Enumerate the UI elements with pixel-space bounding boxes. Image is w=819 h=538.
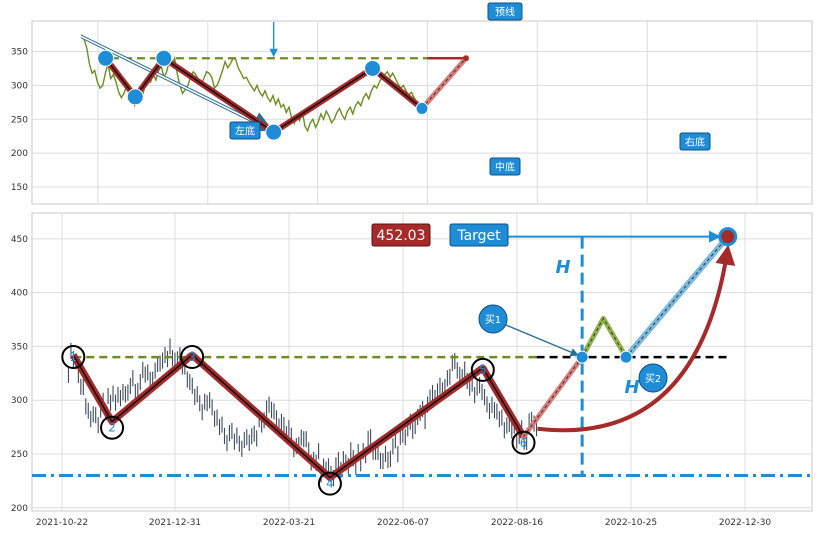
pattern-point-ring xyxy=(511,430,536,455)
bottom-axis-ticks: 2021-10-22 2021-12-31 2022-03-21 2022-06-07… xyxy=(11,235,772,528)
bottom-y-tick-label: 300 xyxy=(11,396,28,406)
pattern-point-ring xyxy=(100,415,125,440)
top-panel: 150 200 250 300 350 xyxy=(11,20,813,205)
top-y-tick-label: 150 xyxy=(11,183,28,193)
bottom-y-tick-label: 250 xyxy=(11,450,28,460)
pattern-point-ring xyxy=(317,471,342,496)
buy-point-1-pointer xyxy=(505,324,579,357)
bottom-y-tick-label: 350 xyxy=(11,342,28,352)
buy-point-2-label: 买2 xyxy=(645,373,661,385)
height-label-upper: H xyxy=(555,257,570,278)
bottom-y-tick-label: 400 xyxy=(11,289,28,299)
bottom-x-tick-label: 2021-12-31 xyxy=(149,518,201,528)
left-bottom-label: 左底 xyxy=(235,125,255,138)
top-pattern-marker xyxy=(155,49,173,67)
bottom-x-tick-label: 2021-10-22 xyxy=(36,518,88,528)
pattern-point-ring xyxy=(470,357,495,382)
target-curve-arrow xyxy=(537,244,736,433)
bottom-x-tick-label: 2022-03-21 xyxy=(263,518,315,528)
top-y-tick-label: 300 xyxy=(11,81,28,91)
top-pattern-marker xyxy=(364,59,382,77)
target-rise-core xyxy=(625,236,729,358)
target-label: Target xyxy=(456,228,501,244)
buy-point-2-callout: 买2 xyxy=(638,363,668,393)
preline-callout: 预线 xyxy=(487,2,523,21)
top-projection-core xyxy=(421,57,467,109)
top-pattern-marker xyxy=(415,101,429,115)
bottom-x-tick-label: 2022-08-16 xyxy=(491,518,544,528)
top-trend-arrow-inner xyxy=(81,35,272,131)
top-marks xyxy=(80,22,469,141)
pattern-point-label: 5 xyxy=(479,363,487,377)
pattern-point-ring xyxy=(180,345,205,370)
bottom-marks: 1 2 3 4 5 6 xyxy=(32,227,812,496)
middle-bottom-label: 中底 xyxy=(495,161,515,174)
pattern-point-ring xyxy=(61,345,86,370)
top-y-tick-label: 250 xyxy=(11,115,28,125)
target-marker xyxy=(718,227,738,247)
top-grid xyxy=(32,21,812,204)
pattern-point-label: 4 xyxy=(326,477,334,491)
top-y-ticks: 150 200 250 300 350 xyxy=(11,48,28,194)
bottom-x-tick-label: 2022-06-07 xyxy=(377,518,429,528)
target-value-label: 452.03 xyxy=(377,228,426,244)
bottom-panel: 2021-10-22 2021-12-31 2022-03-21 2022-06-07… xyxy=(11,212,813,528)
right-bottom-callout: 右底 xyxy=(679,132,711,151)
middle-bottom-callout: 中底 xyxy=(489,157,521,176)
buy-marker xyxy=(619,350,633,364)
left-bottom-callout: 左底 xyxy=(229,121,261,140)
pattern-point-label: 1 xyxy=(69,350,77,364)
bottom-x-tick-label: 2022-12-30 xyxy=(719,518,772,528)
pullback-core xyxy=(581,317,627,358)
pattern-point-label: 3 xyxy=(188,350,196,364)
top-pattern-marker xyxy=(265,123,283,141)
target-value-callout: 452.03 xyxy=(371,223,431,247)
bottom-x-tick-label: 2022-10-25 xyxy=(605,518,657,528)
preline-label: 预线 xyxy=(495,6,515,19)
buy-point-1-label: 买1 xyxy=(485,314,501,326)
breakout-core xyxy=(523,356,583,438)
top-y-tick-label: 350 xyxy=(11,48,28,58)
top-y-tick-label: 200 xyxy=(11,149,28,159)
bottom-y-tick-label: 450 xyxy=(11,235,28,245)
pattern-point-label: 6 xyxy=(520,436,528,450)
target-callout: Target xyxy=(449,223,509,247)
bottom-plot-area xyxy=(31,212,813,512)
top-projection-endpoint xyxy=(462,55,469,62)
top-pattern-marker xyxy=(97,49,115,67)
buy-marker xyxy=(575,350,589,364)
top-pattern-marker xyxy=(126,88,144,106)
right-bottom-label: 右底 xyxy=(685,136,705,149)
buy-point-1-callout: 买1 xyxy=(478,304,508,334)
pattern-point-label: 2 xyxy=(108,421,116,435)
bottom-y-tick-label: 200 xyxy=(11,504,28,514)
height-label-lower: H xyxy=(624,377,639,398)
